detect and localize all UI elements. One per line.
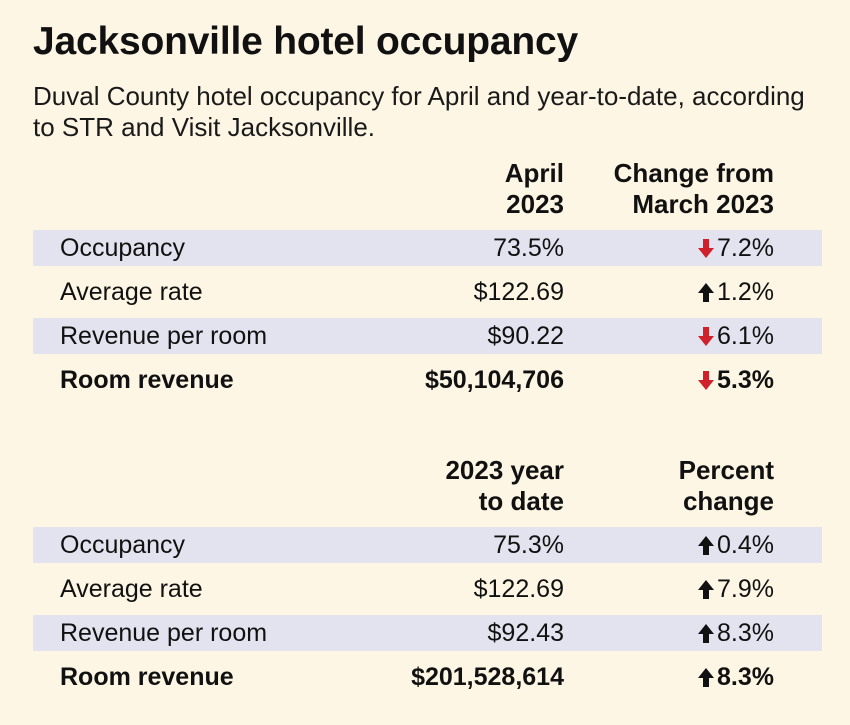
change-value: 7.9% xyxy=(717,575,774,603)
row-label: Occupancy xyxy=(60,234,186,262)
table-row: Revenue per room $90.22 6.1% xyxy=(33,318,822,354)
arrow-down-icon xyxy=(698,326,715,346)
row-change: 5.3% xyxy=(698,365,774,395)
table-row: Occupancy 73.5% 7.2% xyxy=(33,230,822,266)
arrow-up-icon xyxy=(698,282,715,302)
chart-subtitle: Duval County hotel occupancy for April a… xyxy=(33,81,805,142)
row-value: $92.43 xyxy=(487,619,564,647)
table-row: Room revenue $201,528,614 8.3% xyxy=(33,659,822,695)
column-header-change: Percent change xyxy=(678,455,774,516)
row-value: $50,104,706 xyxy=(424,366,564,394)
table-rows: Occupancy 73.5% 7.2% Average rate $122.69 1.2… xyxy=(33,230,822,398)
row-change: 1.2% xyxy=(698,277,774,307)
change-value: 0.4% xyxy=(717,531,774,559)
row-value: 75.3% xyxy=(493,531,564,559)
change-value: 1.2% xyxy=(717,278,774,306)
table-row: Average rate $122.69 1.2% xyxy=(33,274,822,310)
change-value: 5.3% xyxy=(717,366,774,394)
change-value: 8.3% xyxy=(717,663,774,691)
chart-title: Jacksonville hotel occupancy xyxy=(33,20,578,63)
table-row: Revenue per room $92.43 8.3% xyxy=(33,615,822,651)
arrow-up-icon xyxy=(698,667,715,687)
table-row: Average rate $122.69 7.9% xyxy=(33,571,822,607)
row-value: $122.69 xyxy=(473,575,564,603)
table-rows: Occupancy 75.3% 0.4% Average rate $122.69 7.9… xyxy=(33,527,822,695)
row-label: Revenue per room xyxy=(60,619,268,647)
row-value: $90.22 xyxy=(487,322,564,350)
table-row: Occupancy 75.3% 0.4% xyxy=(33,527,822,563)
row-label: Room revenue xyxy=(60,366,234,394)
row-change: 8.3% xyxy=(698,662,774,692)
row-change: 8.3% xyxy=(698,618,774,648)
year-to-date-table: 2023 year to date Percent change Occupan… xyxy=(33,455,822,703)
row-value: 73.5% xyxy=(493,234,564,262)
row-label: Occupancy xyxy=(60,531,186,559)
arrow-up-icon xyxy=(698,535,715,555)
column-header-change: Change from March 2023 xyxy=(613,158,774,219)
row-label: Average rate xyxy=(60,278,203,306)
table-row: Room revenue $50,104,706 5.3% xyxy=(33,362,822,398)
row-change: 0.4% xyxy=(698,530,774,560)
table-header: April 2023 Change from March 2023 xyxy=(33,158,822,230)
table-header: 2023 year to date Percent change xyxy=(33,455,822,527)
row-label: Average rate xyxy=(60,575,203,603)
column-header-value: 2023 year to date xyxy=(445,455,564,516)
arrow-down-icon xyxy=(698,238,715,258)
arrow-up-icon xyxy=(698,623,715,643)
row-value: $201,528,614 xyxy=(411,663,564,691)
row-label: Room revenue xyxy=(60,663,234,691)
arrow-up-icon xyxy=(698,579,715,599)
change-value: 8.3% xyxy=(717,619,774,647)
april-table: April 2023 Change from March 2023 Occupa… xyxy=(33,158,822,406)
arrow-down-icon xyxy=(698,370,715,390)
row-change: 6.1% xyxy=(698,321,774,351)
change-value: 7.2% xyxy=(717,234,774,262)
row-value: $122.69 xyxy=(473,278,564,306)
row-change: 7.9% xyxy=(698,574,774,604)
column-header-value: April 2023 xyxy=(504,158,564,219)
change-value: 6.1% xyxy=(717,322,774,350)
row-change: 7.2% xyxy=(698,233,774,263)
row-label: Revenue per room xyxy=(60,322,268,350)
